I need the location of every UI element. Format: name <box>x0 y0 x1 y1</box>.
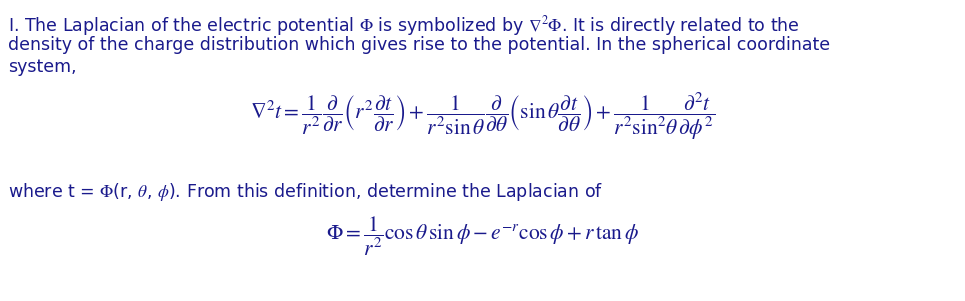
Text: where t = $\Phi$(r, $\theta$, $\phi$). From this definition, determine the Lapla: where t = $\Phi$(r, $\theta$, $\phi$). F… <box>8 181 603 203</box>
Text: system,: system, <box>8 58 76 76</box>
Text: density of the charge distribution which gives rise to the potential. In the sph: density of the charge distribution which… <box>8 36 830 54</box>
Text: $\nabla^2 t = \dfrac{1}{r^2}\dfrac{\partial}{\partial r}\left(r^2\dfrac{\partial: $\nabla^2 t = \dfrac{1}{r^2}\dfrac{\part… <box>250 90 715 142</box>
Text: $\Phi = \dfrac{1}{r^2}\cos\theta\,\sin\phi - e^{-r}\cos\phi + r\,\tan\phi$: $\Phi = \dfrac{1}{r^2}\cos\theta\,\sin\p… <box>326 214 639 258</box>
Text: I. The Laplacian of the electric potential $\Phi$ is symbolized by $\nabla^2\Phi: I. The Laplacian of the electric potenti… <box>8 14 800 38</box>
